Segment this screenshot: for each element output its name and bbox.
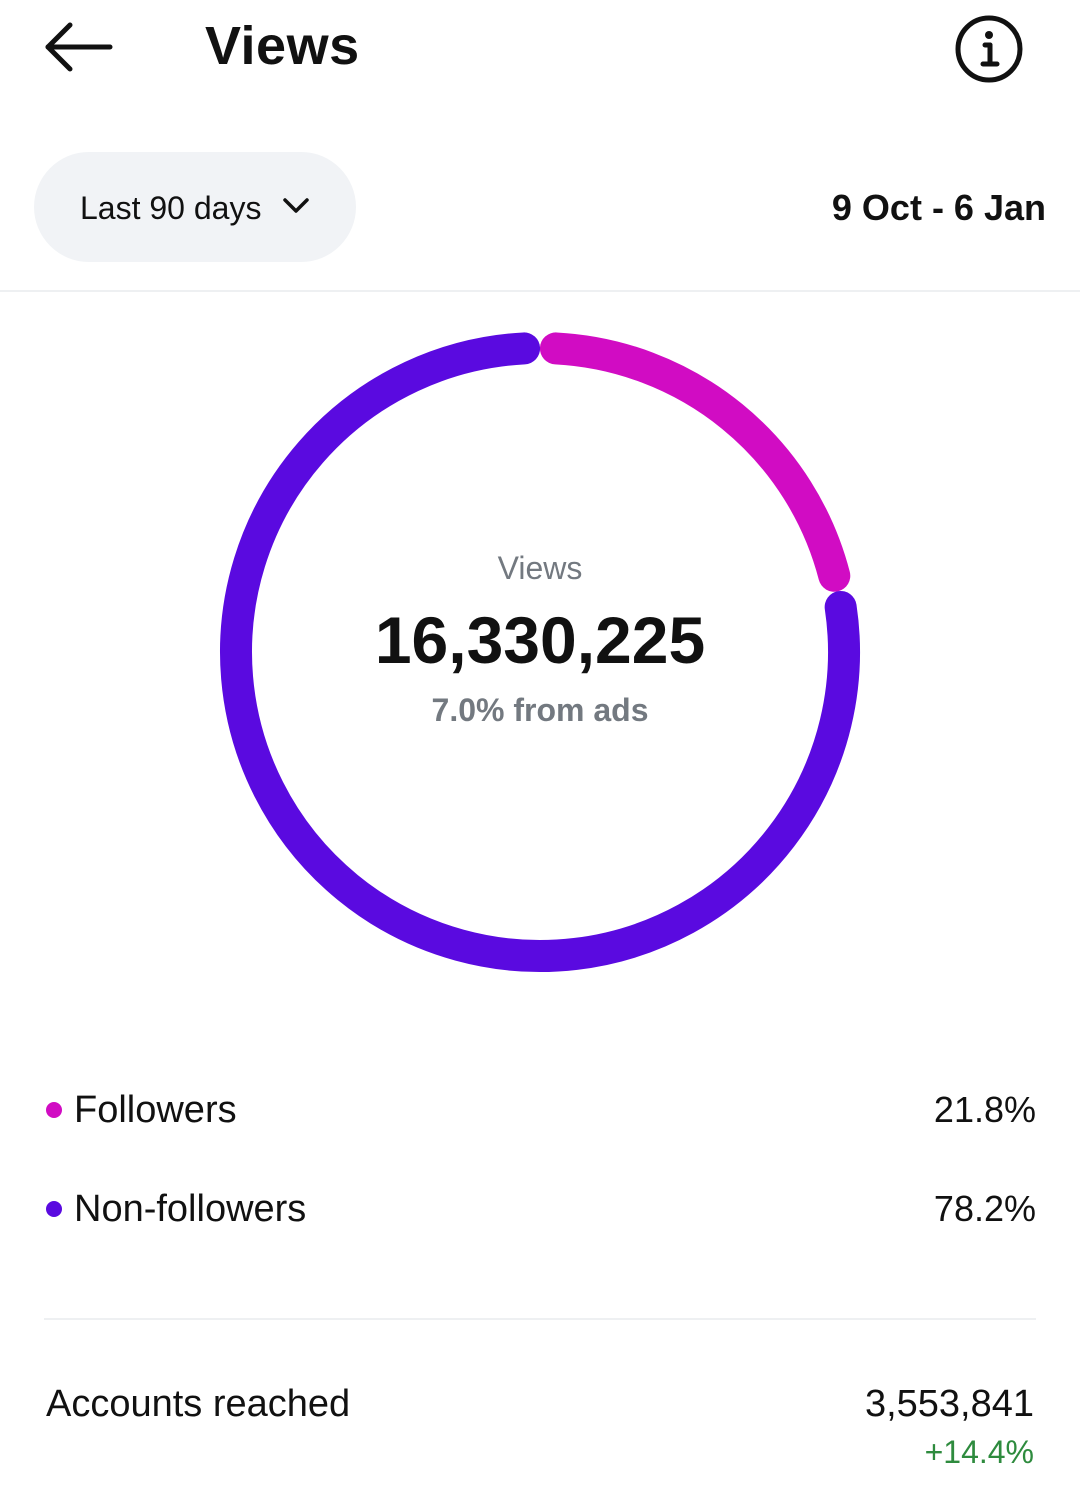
date-range-dropdown[interactable]: Last 90 days <box>34 152 356 262</box>
top-bar: Views <box>0 0 1080 100</box>
legend-value: 21.8% <box>933 1089 1036 1130</box>
info-circle-icon <box>955 15 1023 83</box>
legend-item-followers: Followers 21.8% <box>44 1082 1036 1138</box>
donut-center-label: Views <box>497 550 583 586</box>
views-total: 16,330,225 <box>374 603 706 677</box>
accounts-reached-value: 3,553,841 <box>864 1383 1034 1425</box>
legend-label: Followers <box>74 1089 237 1131</box>
back-button[interactable] <box>40 14 120 80</box>
legend-dot <box>46 1102 62 1118</box>
ads-percentage-note: 7.0% from ads <box>431 692 649 728</box>
legend-value: 78.2% <box>933 1188 1036 1229</box>
arrow-left-icon <box>45 22 113 72</box>
legend-label: Non-followers <box>74 1188 307 1230</box>
views-donut-chart <box>220 332 860 972</box>
accounts-reached-change: +14.4% <box>924 1434 1034 1470</box>
date-range-text: 9 Oct - 6 Jan <box>831 187 1046 228</box>
donut-segment-non-followers <box>220 332 860 972</box>
divider <box>44 1318 1036 1320</box>
date-range-dropdown-label: Last 90 days <box>80 190 262 226</box>
accounts-reached-label: Accounts reached <box>46 1383 351 1425</box>
donut-segment-followers <box>539 332 851 592</box>
chevron-down-icon <box>283 198 309 213</box>
legend-item-non-followers: Non-followers 78.2% <box>44 1181 1036 1237</box>
legend-dot <box>46 1201 62 1217</box>
page-title: Views <box>205 16 360 76</box>
divider <box>0 290 1080 292</box>
info-button[interactable] <box>952 12 1026 86</box>
